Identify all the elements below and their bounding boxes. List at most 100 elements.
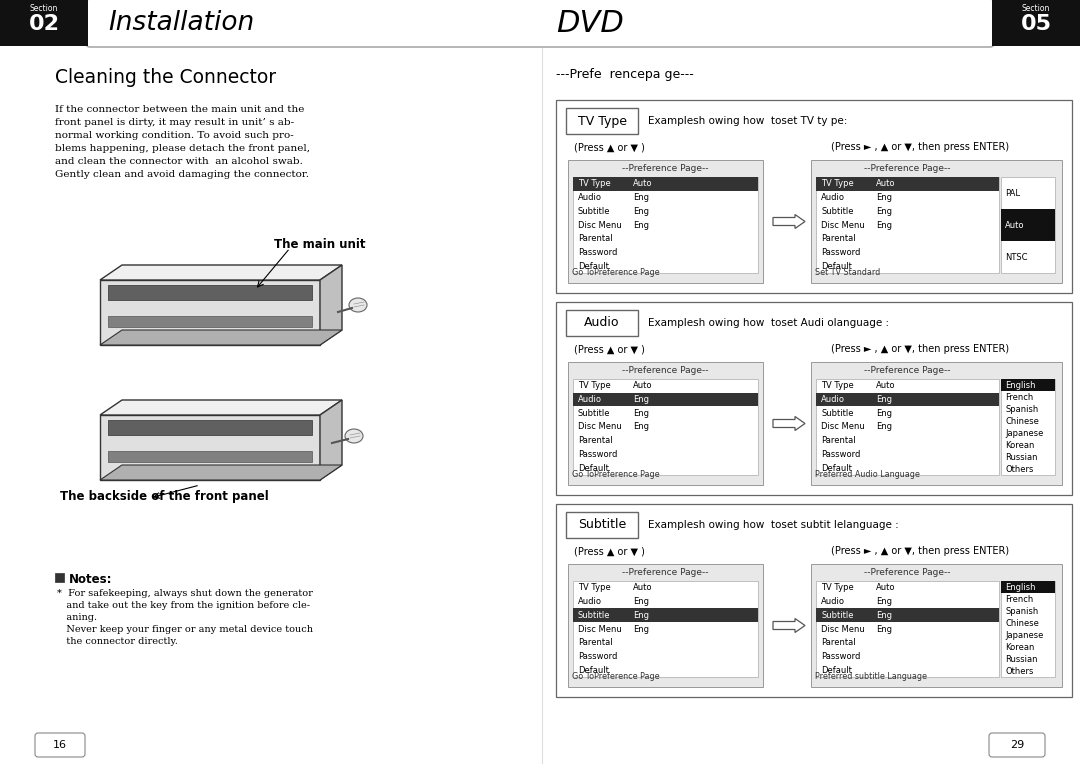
- Text: TV Type: TV Type: [578, 584, 611, 592]
- Text: Notes:: Notes:: [69, 573, 112, 586]
- FancyBboxPatch shape: [573, 177, 758, 191]
- Text: Eng: Eng: [876, 624, 892, 633]
- Text: Audio: Audio: [821, 395, 845, 404]
- FancyBboxPatch shape: [556, 302, 1072, 495]
- Text: Set TV Standard: Set TV Standard: [815, 268, 880, 277]
- Text: Korean: Korean: [1005, 643, 1035, 652]
- Text: Audio: Audio: [578, 395, 602, 404]
- FancyBboxPatch shape: [573, 581, 758, 677]
- FancyBboxPatch shape: [55, 573, 64, 582]
- Text: Go ToPreference Page: Go ToPreference Page: [572, 672, 660, 681]
- FancyBboxPatch shape: [108, 285, 312, 299]
- Text: blems happening, please detach the front panel,: blems happening, please detach the front…: [55, 144, 310, 153]
- Text: Others: Others: [1005, 666, 1034, 675]
- Text: Japanese: Japanese: [1005, 630, 1043, 639]
- Text: --Preference Page--: --Preference Page--: [622, 568, 708, 577]
- Text: Section: Section: [1022, 4, 1050, 13]
- Text: Disc Menu: Disc Menu: [578, 422, 622, 432]
- FancyBboxPatch shape: [566, 108, 638, 134]
- FancyBboxPatch shape: [108, 451, 312, 462]
- Text: Gently clean and avoid damaging the connector.: Gently clean and avoid damaging the conn…: [55, 170, 309, 179]
- Text: 29: 29: [1010, 740, 1024, 750]
- Text: Preferred Audio Language: Preferred Audio Language: [815, 470, 920, 479]
- Text: *  For safekeeping, always shut down the generator: * For safekeeping, always shut down the …: [57, 589, 313, 598]
- Ellipse shape: [349, 298, 367, 312]
- Text: (Press ► , ▲ or ▼, then press ENTER): (Press ► , ▲ or ▼, then press ENTER): [831, 344, 1009, 354]
- FancyBboxPatch shape: [1001, 177, 1055, 273]
- Text: French: French: [1005, 393, 1034, 402]
- FancyArrow shape: [773, 416, 805, 430]
- Text: TV Type: TV Type: [821, 381, 854, 390]
- Text: PAL: PAL: [1005, 189, 1020, 198]
- FancyBboxPatch shape: [35, 733, 85, 757]
- Text: Eng: Eng: [633, 624, 649, 633]
- Text: French: French: [1005, 594, 1034, 604]
- Text: (Press ▲ or ▼ ): (Press ▲ or ▼ ): [573, 344, 645, 354]
- Text: --Preference Page--: --Preference Page--: [622, 366, 708, 375]
- Text: Disc Menu: Disc Menu: [578, 221, 622, 229]
- Text: Section: Section: [30, 4, 58, 13]
- FancyBboxPatch shape: [573, 177, 758, 273]
- FancyBboxPatch shape: [566, 310, 638, 336]
- Text: Eng: Eng: [633, 422, 649, 432]
- Text: Eng: Eng: [633, 221, 649, 229]
- Text: Others: Others: [1005, 465, 1034, 474]
- Text: Eng: Eng: [876, 597, 892, 606]
- Text: --Preference Page--: --Preference Page--: [864, 366, 950, 375]
- Text: Auto: Auto: [876, 381, 895, 390]
- FancyArrow shape: [773, 215, 805, 228]
- Text: TV Type: TV Type: [578, 115, 626, 128]
- FancyBboxPatch shape: [1001, 379, 1055, 391]
- Text: Password: Password: [578, 652, 618, 661]
- FancyBboxPatch shape: [993, 0, 1080, 46]
- FancyBboxPatch shape: [816, 393, 999, 406]
- Text: Disc Menu: Disc Menu: [578, 624, 622, 633]
- Text: Default: Default: [578, 665, 609, 675]
- Text: Eng: Eng: [876, 221, 892, 229]
- Text: Eng: Eng: [876, 610, 892, 620]
- Text: Subtitle: Subtitle: [578, 207, 610, 215]
- Text: front panel is dirty, it may result in unit’ s ab-: front panel is dirty, it may result in u…: [55, 118, 294, 127]
- Polygon shape: [100, 265, 342, 280]
- Text: Subtitle: Subtitle: [821, 409, 853, 418]
- FancyBboxPatch shape: [811, 160, 1062, 283]
- Text: Japanese: Japanese: [1005, 429, 1043, 438]
- FancyBboxPatch shape: [573, 379, 758, 475]
- Text: Eng: Eng: [876, 395, 892, 404]
- FancyBboxPatch shape: [1001, 379, 1055, 475]
- Text: Subtitle: Subtitle: [821, 207, 853, 215]
- Text: Auto: Auto: [633, 180, 652, 189]
- Text: Eng: Eng: [633, 597, 649, 606]
- FancyBboxPatch shape: [108, 420, 312, 435]
- Text: Disc Menu: Disc Menu: [821, 422, 865, 432]
- Text: Russian: Russian: [1005, 655, 1038, 663]
- Text: Spanish: Spanish: [1005, 607, 1038, 616]
- Text: Audio: Audio: [821, 597, 845, 606]
- Text: 16: 16: [53, 740, 67, 750]
- Text: Parental: Parental: [821, 638, 855, 647]
- Polygon shape: [100, 465, 342, 480]
- Text: Eng: Eng: [876, 422, 892, 432]
- Text: NTSC: NTSC: [1005, 252, 1027, 261]
- Text: Eng: Eng: [633, 409, 649, 418]
- Text: Audio: Audio: [584, 316, 620, 329]
- Text: Spanish: Spanish: [1005, 404, 1038, 413]
- Text: Examplesh owing how  toset TV ty pe:: Examplesh owing how toset TV ty pe:: [648, 116, 848, 126]
- Text: Parental: Parental: [578, 638, 612, 647]
- Text: the connector directly.: the connector directly.: [57, 637, 178, 646]
- FancyBboxPatch shape: [816, 379, 999, 475]
- Text: Subtitle: Subtitle: [578, 409, 610, 418]
- Polygon shape: [100, 400, 342, 415]
- Text: Disc Menu: Disc Menu: [821, 221, 865, 229]
- FancyBboxPatch shape: [1001, 581, 1055, 677]
- Text: Never keep your finger or any metal device touch: Never keep your finger or any metal devi…: [57, 625, 313, 634]
- Text: Preferred subtitle Language: Preferred subtitle Language: [815, 672, 927, 681]
- Text: TV Type: TV Type: [578, 381, 611, 390]
- Text: Chinese: Chinese: [1005, 619, 1039, 627]
- Text: Russian: Russian: [1005, 452, 1038, 461]
- Text: Eng: Eng: [633, 207, 649, 215]
- Text: Password: Password: [578, 450, 618, 459]
- Text: Eng: Eng: [876, 193, 892, 202]
- Text: Chinese: Chinese: [1005, 416, 1039, 426]
- Text: --Preference Page--: --Preference Page--: [864, 568, 950, 577]
